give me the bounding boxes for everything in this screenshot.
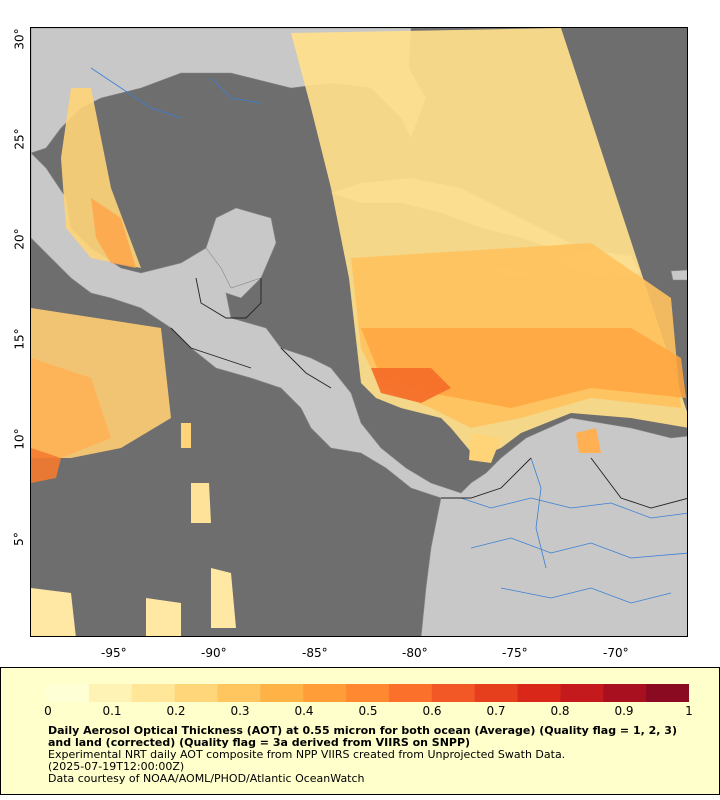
- colorbar-tick: 1: [685, 704, 693, 718]
- y-tick: 15°: [12, 328, 27, 350]
- colorbar-segment: [131, 684, 176, 702]
- caption-line: (2025-07-19T12:00:00Z): [48, 760, 185, 773]
- colorbar: [46, 684, 689, 702]
- y-tick: 25°: [12, 128, 27, 150]
- colorbar-segment: [388, 684, 433, 702]
- colorbar-segment: [260, 684, 304, 702]
- x-tick: -80°: [402, 646, 428, 660]
- colorbar-segment: [431, 684, 476, 702]
- x-tick: -95°: [101, 646, 127, 660]
- colorbar-tick: 0.7: [486, 704, 506, 718]
- colorbar-tick: 0: [44, 704, 52, 718]
- x-tick: -70°: [603, 646, 629, 660]
- colorbar-tick: 0.5: [358, 704, 378, 718]
- y-tick: 10°: [12, 428, 27, 450]
- colorbar-segment: [46, 684, 90, 702]
- legend-panel: 0 0.1 0.2 0.3 0.4 0.5 0.6 0.7 0.8 0.9 1 …: [0, 667, 720, 795]
- y-tick: 30°: [12, 28, 27, 50]
- colorbar-segment: [88, 684, 133, 702]
- colorbar-segment: [517, 684, 561, 702]
- caption-line: Experimental NRT daily AOT composite fro…: [48, 748, 566, 761]
- x-tick: -85°: [302, 646, 328, 660]
- colorbar-tick: 0.1: [102, 704, 122, 718]
- colorbar-segment: [174, 684, 218, 702]
- x-tick: -90°: [201, 646, 227, 660]
- colorbar-tick: 0.8: [550, 704, 570, 718]
- colorbar-segment: [346, 684, 390, 702]
- map-canvas: [31, 28, 687, 636]
- colorbar-tick: 0.9: [614, 704, 634, 718]
- colorbar-tick: 0.6: [422, 704, 442, 718]
- colorbar-tick: 0.4: [294, 704, 314, 718]
- colorbar-segment: [217, 684, 261, 702]
- y-tick: 5°: [11, 532, 26, 546]
- country-borders: [170, 277, 687, 509]
- y-tick: 20°: [12, 228, 27, 250]
- colorbar-tick: 0.2: [166, 704, 186, 718]
- aot-swath-east: [291, 28, 687, 458]
- colorbar-segment: [303, 684, 347, 702]
- aot-swath-west: [31, 88, 601, 636]
- colorbar-segment: [560, 684, 604, 702]
- legend-title: Daily Aerosol Optical Thickness (AOT) at…: [48, 724, 677, 749]
- rivers: [90, 67, 687, 604]
- colorbar-segment: [474, 684, 519, 702]
- caption-line: Data courtesy of NOAA/AOML/PHOD/Atlantic…: [48, 772, 365, 785]
- colorbar-tick: 0.3: [230, 704, 250, 718]
- colorbar-segment: [603, 684, 647, 702]
- x-tick: -75°: [502, 646, 528, 660]
- colorbar-segment: [646, 684, 689, 702]
- aot-map: [30, 27, 688, 637]
- caption: Daily Aerosol Optical Thickness (AOT) at…: [48, 725, 688, 785]
